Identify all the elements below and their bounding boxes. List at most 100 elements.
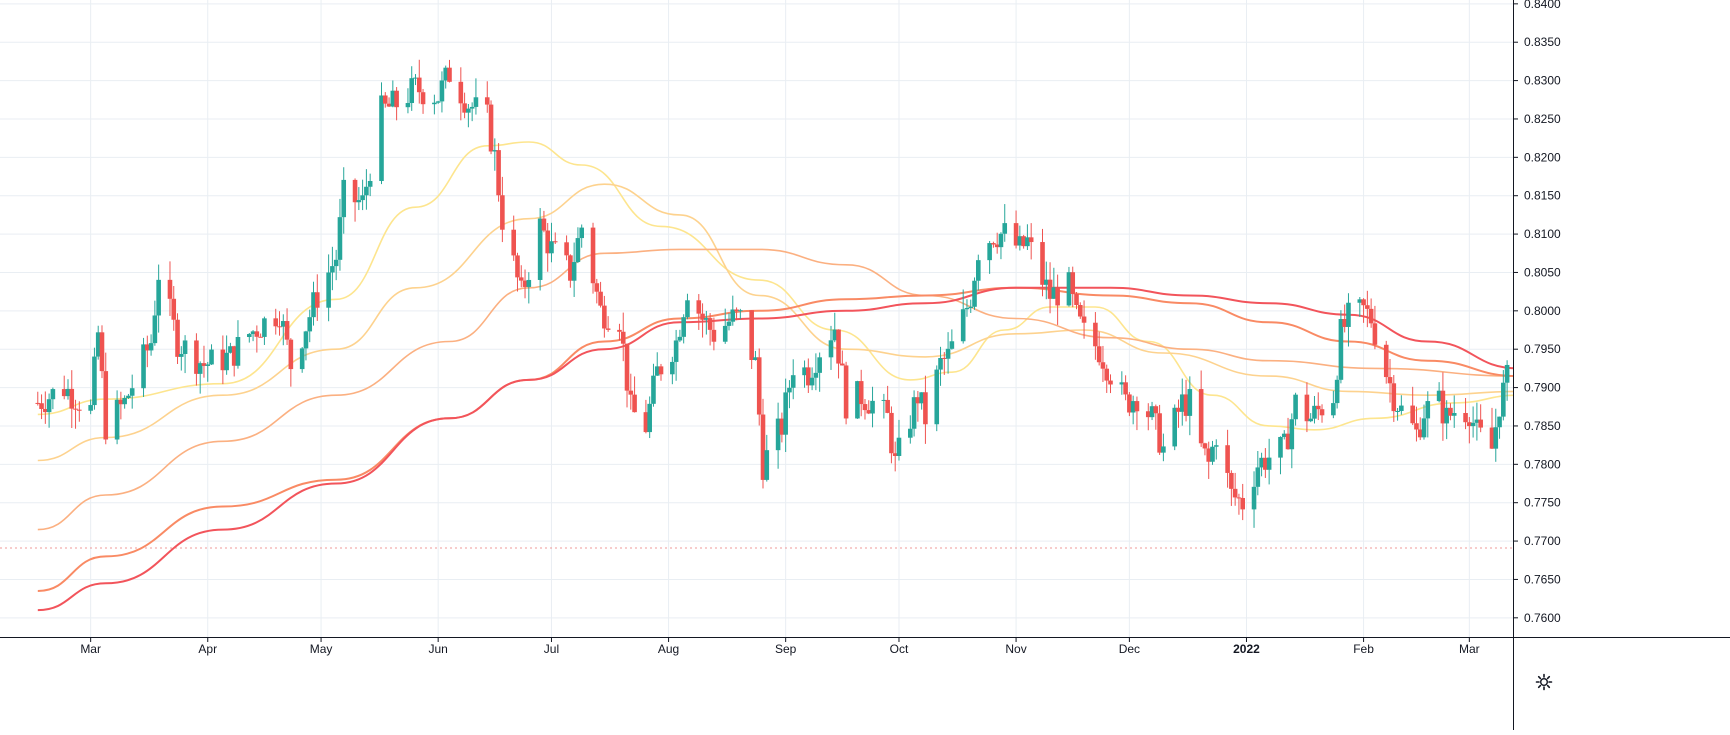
candle-body bbox=[1312, 405, 1317, 419]
candle-body bbox=[934, 369, 940, 425]
candle-body bbox=[840, 363, 845, 366]
candle-body bbox=[1372, 323, 1378, 345]
candle-body bbox=[843, 365, 849, 419]
candle-body bbox=[753, 357, 758, 361]
candle-body bbox=[1259, 457, 1264, 468]
candle-body bbox=[1157, 413, 1162, 453]
price-tick-label: 0.8150 bbox=[1524, 189, 1561, 203]
candle-body bbox=[602, 305, 607, 329]
candle-body bbox=[760, 414, 766, 480]
candle-body bbox=[828, 340, 834, 358]
candle-body bbox=[386, 103, 392, 107]
candle-body bbox=[975, 260, 981, 281]
candle-body bbox=[620, 331, 626, 344]
candle-body bbox=[469, 106, 475, 109]
price-tick-label: 0.8400 bbox=[1524, 0, 1561, 11]
candle-body bbox=[330, 266, 335, 273]
candle-body bbox=[1410, 405, 1415, 424]
candle-body bbox=[1493, 427, 1499, 449]
candle-body bbox=[1417, 429, 1423, 438]
candle-body bbox=[915, 397, 921, 404]
candle-body bbox=[1134, 401, 1140, 412]
candle-body bbox=[1077, 304, 1083, 317]
settings-button[interactable] bbox=[1530, 668, 1558, 696]
time-axis[interactable]: Mar Apr May Jun Jul Aug Sep Oct Nov Dec 2022 Feb Mar bbox=[80, 637, 1480, 656]
candle-body bbox=[65, 388, 71, 397]
candle-body bbox=[167, 279, 173, 299]
candle-body bbox=[1504, 364, 1510, 383]
candle-body bbox=[1440, 390, 1446, 424]
candle-body bbox=[632, 394, 637, 413]
candle-body bbox=[1202, 443, 1208, 449]
candle-body bbox=[443, 67, 449, 81]
candle-body bbox=[1123, 382, 1128, 395]
candle-body bbox=[1021, 236, 1026, 247]
candle-body bbox=[1368, 308, 1374, 324]
candle-body bbox=[624, 343, 630, 391]
candle-body bbox=[405, 103, 411, 108]
price-tick-label: 0.7950 bbox=[1524, 342, 1561, 356]
candle-body bbox=[594, 283, 600, 292]
candle-body bbox=[182, 340, 188, 354]
candle-body bbox=[1108, 380, 1113, 385]
candle-body bbox=[235, 337, 241, 366]
candle-body bbox=[129, 388, 135, 396]
candle-body bbox=[749, 310, 754, 361]
candle-body bbox=[1448, 407, 1453, 416]
candle-body bbox=[1255, 467, 1261, 487]
candle-body bbox=[228, 346, 233, 353]
candle-body bbox=[1176, 407, 1181, 412]
candle-body bbox=[326, 272, 331, 308]
candle-body bbox=[1501, 382, 1506, 417]
candle-body bbox=[1342, 319, 1347, 327]
candle-body bbox=[738, 310, 743, 312]
candle-body bbox=[114, 399, 120, 440]
candle-body bbox=[670, 361, 675, 375]
candle-body bbox=[1161, 446, 1166, 453]
price-axis[interactable]: 0.7600 0.7650 0.7700 0.7750 0.7800 0.7850 0.79… bbox=[1513, 0, 1561, 625]
candle-body bbox=[435, 101, 441, 103]
candle-body bbox=[337, 217, 343, 260]
candle-body bbox=[605, 328, 611, 330]
time-tick-label: Mar bbox=[80, 642, 101, 656]
candle-body bbox=[307, 317, 313, 332]
candle-body bbox=[998, 233, 1004, 248]
candle-body bbox=[488, 104, 494, 152]
candle-body bbox=[1179, 394, 1185, 412]
candle-body bbox=[1028, 237, 1034, 243]
candle-body bbox=[364, 186, 369, 196]
candle-body bbox=[571, 262, 577, 281]
candle-body bbox=[1210, 446, 1215, 462]
candle-body bbox=[1047, 279, 1053, 299]
candle-body bbox=[262, 318, 267, 337]
candle-body bbox=[201, 363, 207, 366]
candle-body bbox=[813, 372, 819, 378]
candle-body bbox=[175, 319, 180, 357]
candle-body bbox=[942, 357, 947, 359]
candle-body bbox=[341, 179, 347, 218]
candle-body bbox=[88, 405, 93, 411]
candle-body bbox=[231, 346, 237, 366]
candle-body bbox=[1331, 403, 1336, 416]
candle-body bbox=[696, 300, 702, 314]
candle-body bbox=[1040, 242, 1045, 285]
candle-body bbox=[103, 371, 109, 440]
candle-body bbox=[1414, 423, 1419, 430]
candle-body bbox=[726, 321, 732, 326]
candle-body bbox=[356, 200, 362, 203]
candle-body bbox=[473, 97, 479, 107]
candle-body bbox=[1043, 279, 1049, 285]
candle-body bbox=[1145, 411, 1151, 418]
time-tick-label: Sep bbox=[775, 642, 797, 656]
candle-body bbox=[896, 437, 902, 456]
candle-body bbox=[960, 309, 966, 342]
candle-body bbox=[1387, 377, 1393, 384]
candle-body bbox=[1127, 394, 1132, 413]
candle-body bbox=[987, 243, 992, 261]
candle-body bbox=[1289, 419, 1295, 450]
candle-body bbox=[1357, 299, 1363, 303]
candle-body bbox=[911, 397, 917, 429]
candle-body bbox=[288, 339, 294, 370]
